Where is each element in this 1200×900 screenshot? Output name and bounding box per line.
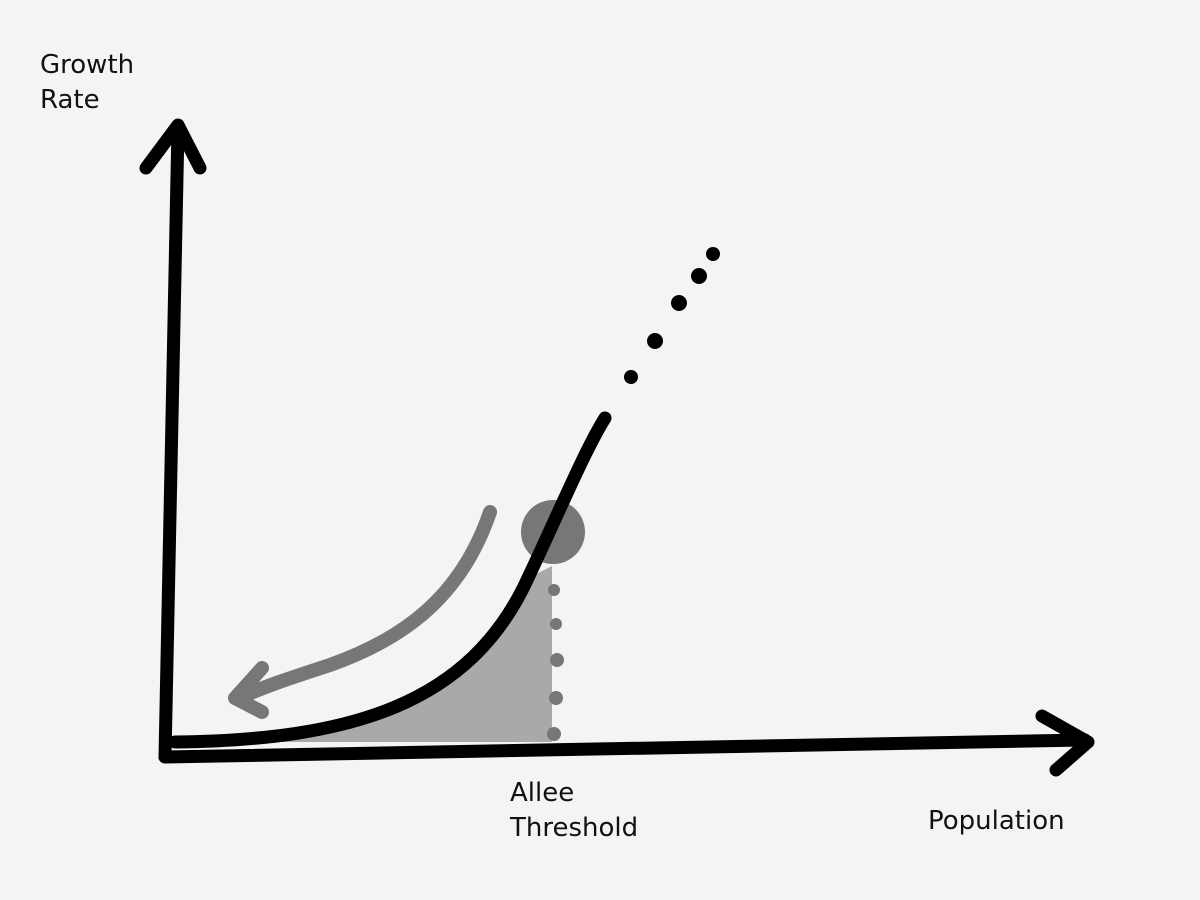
curve-continuation	[624, 247, 720, 384]
decline-arrow	[233, 505, 497, 705]
threshold-dots	[547, 584, 564, 741]
threshold-label: Threshold	[509, 813, 638, 843]
x-axis-arrow	[1035, 709, 1095, 777]
growth-curve	[168, 411, 612, 749]
shaded-area	[178, 566, 552, 742]
decline-arrow-head	[228, 661, 269, 719]
x-axis	[158, 733, 1092, 764]
x-axis-label: Population	[928, 806, 1065, 836]
y-axis	[158, 121, 185, 764]
threshold-label: Allee	[510, 778, 574, 808]
y-axis-arrow	[139, 118, 207, 175]
y-axis-label: Rate	[40, 85, 100, 115]
y-axis-label: Growth	[40, 50, 134, 80]
